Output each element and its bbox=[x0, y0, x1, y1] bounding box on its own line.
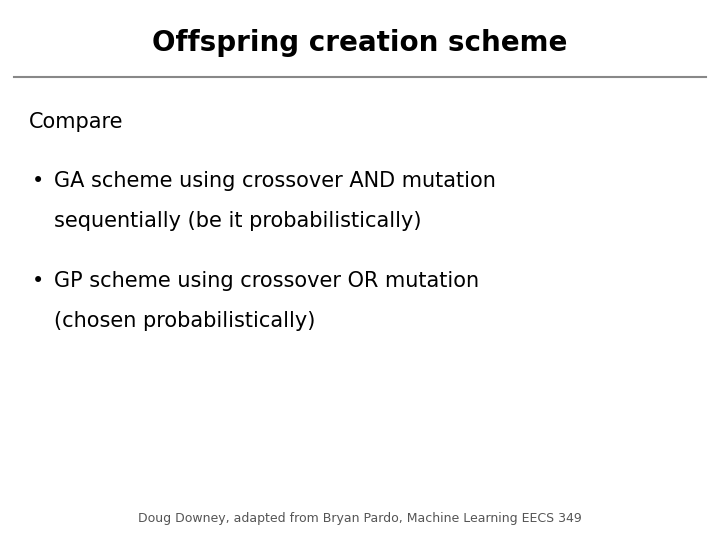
Text: sequentially (be it probabilistically): sequentially (be it probabilistically) bbox=[54, 211, 421, 232]
Text: •: • bbox=[32, 171, 45, 191]
Text: GP scheme using crossover OR mutation: GP scheme using crossover OR mutation bbox=[54, 271, 479, 291]
Text: Doug Downey, adapted from Bryan Pardo, Machine Learning EECS 349: Doug Downey, adapted from Bryan Pardo, M… bbox=[138, 512, 582, 525]
Text: (chosen probabilistically): (chosen probabilistically) bbox=[54, 311, 315, 332]
Text: GA scheme using crossover AND mutation: GA scheme using crossover AND mutation bbox=[54, 171, 496, 191]
Text: •: • bbox=[32, 271, 45, 291]
Text: Compare: Compare bbox=[29, 111, 123, 132]
Text: Offspring creation scheme: Offspring creation scheme bbox=[153, 29, 567, 57]
